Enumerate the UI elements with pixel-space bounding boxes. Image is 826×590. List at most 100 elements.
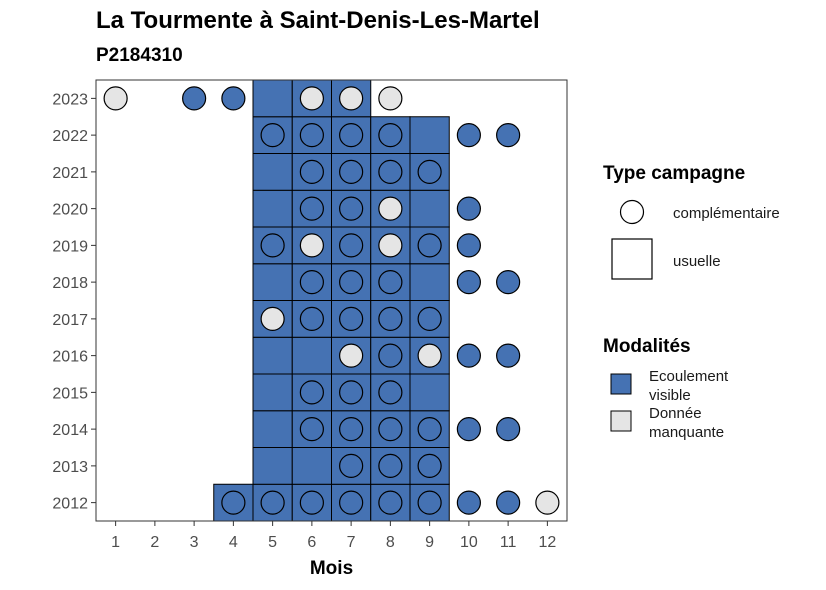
complementaire-point [456,270,481,295]
complementaire-point [299,123,324,148]
x-axis-title: Mois [310,558,353,579]
complementaire-point [417,453,442,478]
legend-square-swatch [611,238,653,280]
complementaire-point [496,123,521,148]
complementaire-point [339,270,364,295]
complementaire-point [299,270,324,295]
usuelle-tile [409,373,450,412]
complementaire-point [496,343,521,368]
complementaire-point [496,490,521,515]
axes-layer: 1 2 3 4 5 6 7 8 9 10 11 122012201320142015201620172… [52,91,556,551]
complementaire-point [260,233,285,258]
complementaire-point [299,380,324,405]
usuelle-tile [252,263,293,301]
complementaire-point [417,233,442,258]
y-tick-label: 2014 [52,422,88,439]
complementaire-point [378,380,403,405]
usuelle-tile [291,447,332,485]
complementaire-point [221,86,246,111]
complementaire-point [339,306,364,331]
chart-subtitle: P2184310 [96,45,183,66]
chart-title: La Tourmente à Saint-Denis-Les-Martel [96,7,540,34]
x-tick-label: 9 [425,534,434,551]
complementaire-points-layer [103,86,560,515]
y-tick-label: 2016 [52,349,88,366]
y-tick-label: 2012 [52,496,88,513]
x-tick-label: 10 [460,534,478,551]
complementaire-point [299,490,324,515]
complementaire-point [182,86,207,111]
usuelle-tile [291,336,332,375]
y-tick-label: 2017 [52,312,88,329]
complementaire-point [417,490,442,515]
legend-modalites-title: Modalités [603,336,691,357]
x-tick-label: 12 [538,534,556,551]
x-tick-label: 5 [268,534,277,551]
usuelle-tile [409,116,450,154]
complementaire-point [339,123,364,148]
complementaire-point [299,86,324,111]
y-tick-label: 2013 [52,459,88,476]
y-tick-label: 2020 [52,202,88,219]
complementaire-point [339,453,364,478]
complementaire-point [378,453,403,478]
complementaire-point [339,380,364,405]
legend-color-swatch [610,373,632,395]
complementaire-point [378,490,403,515]
complementaire-point [260,490,285,515]
complementaire-point [260,123,285,148]
y-tick-label: 2018 [52,275,88,292]
legend: Type campagne complémentaire usuelle Modali… [603,163,780,441]
legend-modalite-label: manquante [649,424,724,441]
x-tick-label: 8 [386,534,395,551]
usuelle-tile [252,410,293,448]
complementaire-point [378,196,403,221]
y-tick-label: 2022 [52,128,88,145]
complementaire-point [339,159,364,184]
x-tick-label: 2 [150,534,159,551]
x-tick-label: 11 [500,534,517,551]
legend-modalite-label: visible [649,387,691,404]
complementaire-point [417,306,442,331]
complementaire-point [299,417,324,442]
complementaire-point [456,343,481,368]
complementaire-point [378,233,403,258]
complementaire-point [417,159,442,184]
y-tick-label: 2015 [52,385,88,402]
complementaire-point [535,490,560,515]
complementaire-point [339,233,364,258]
usuelle-tile [409,189,450,228]
legend-type-label: usuelle [673,253,721,270]
complementaire-point [339,417,364,442]
usuelle-tiles-layer [213,79,450,522]
usuelle-tile [252,336,293,375]
complementaire-point [378,306,403,331]
complementaire-point [456,196,481,221]
legend-circle-swatch [619,199,645,225]
complementaire-point [339,86,364,111]
complementaire-point [417,343,442,368]
usuelle-tile [252,79,293,118]
complementaire-point [339,196,364,221]
y-tick-label: 2023 [52,91,88,108]
complementaire-point [456,417,481,442]
usuelle-tile [252,373,293,412]
complementaire-point [221,490,246,515]
complementaire-point [103,86,128,111]
complementaire-point [417,417,442,442]
complementaire-point [456,123,481,148]
complementaire-point [260,306,285,331]
complementaire-point [339,490,364,515]
complementaire-point [378,343,403,368]
complementaire-point [496,270,521,295]
complementaire-point [456,233,481,258]
x-tick-label: 7 [347,534,356,551]
legend-type-title: Type campagne [603,163,745,184]
usuelle-tile [252,447,293,485]
panel-border [95,79,568,522]
complementaire-point [378,123,403,148]
complementaire-point [378,417,403,442]
complementaire-point [339,343,364,368]
x-tick-label: 4 [229,534,238,551]
complementaire-point [456,490,481,515]
